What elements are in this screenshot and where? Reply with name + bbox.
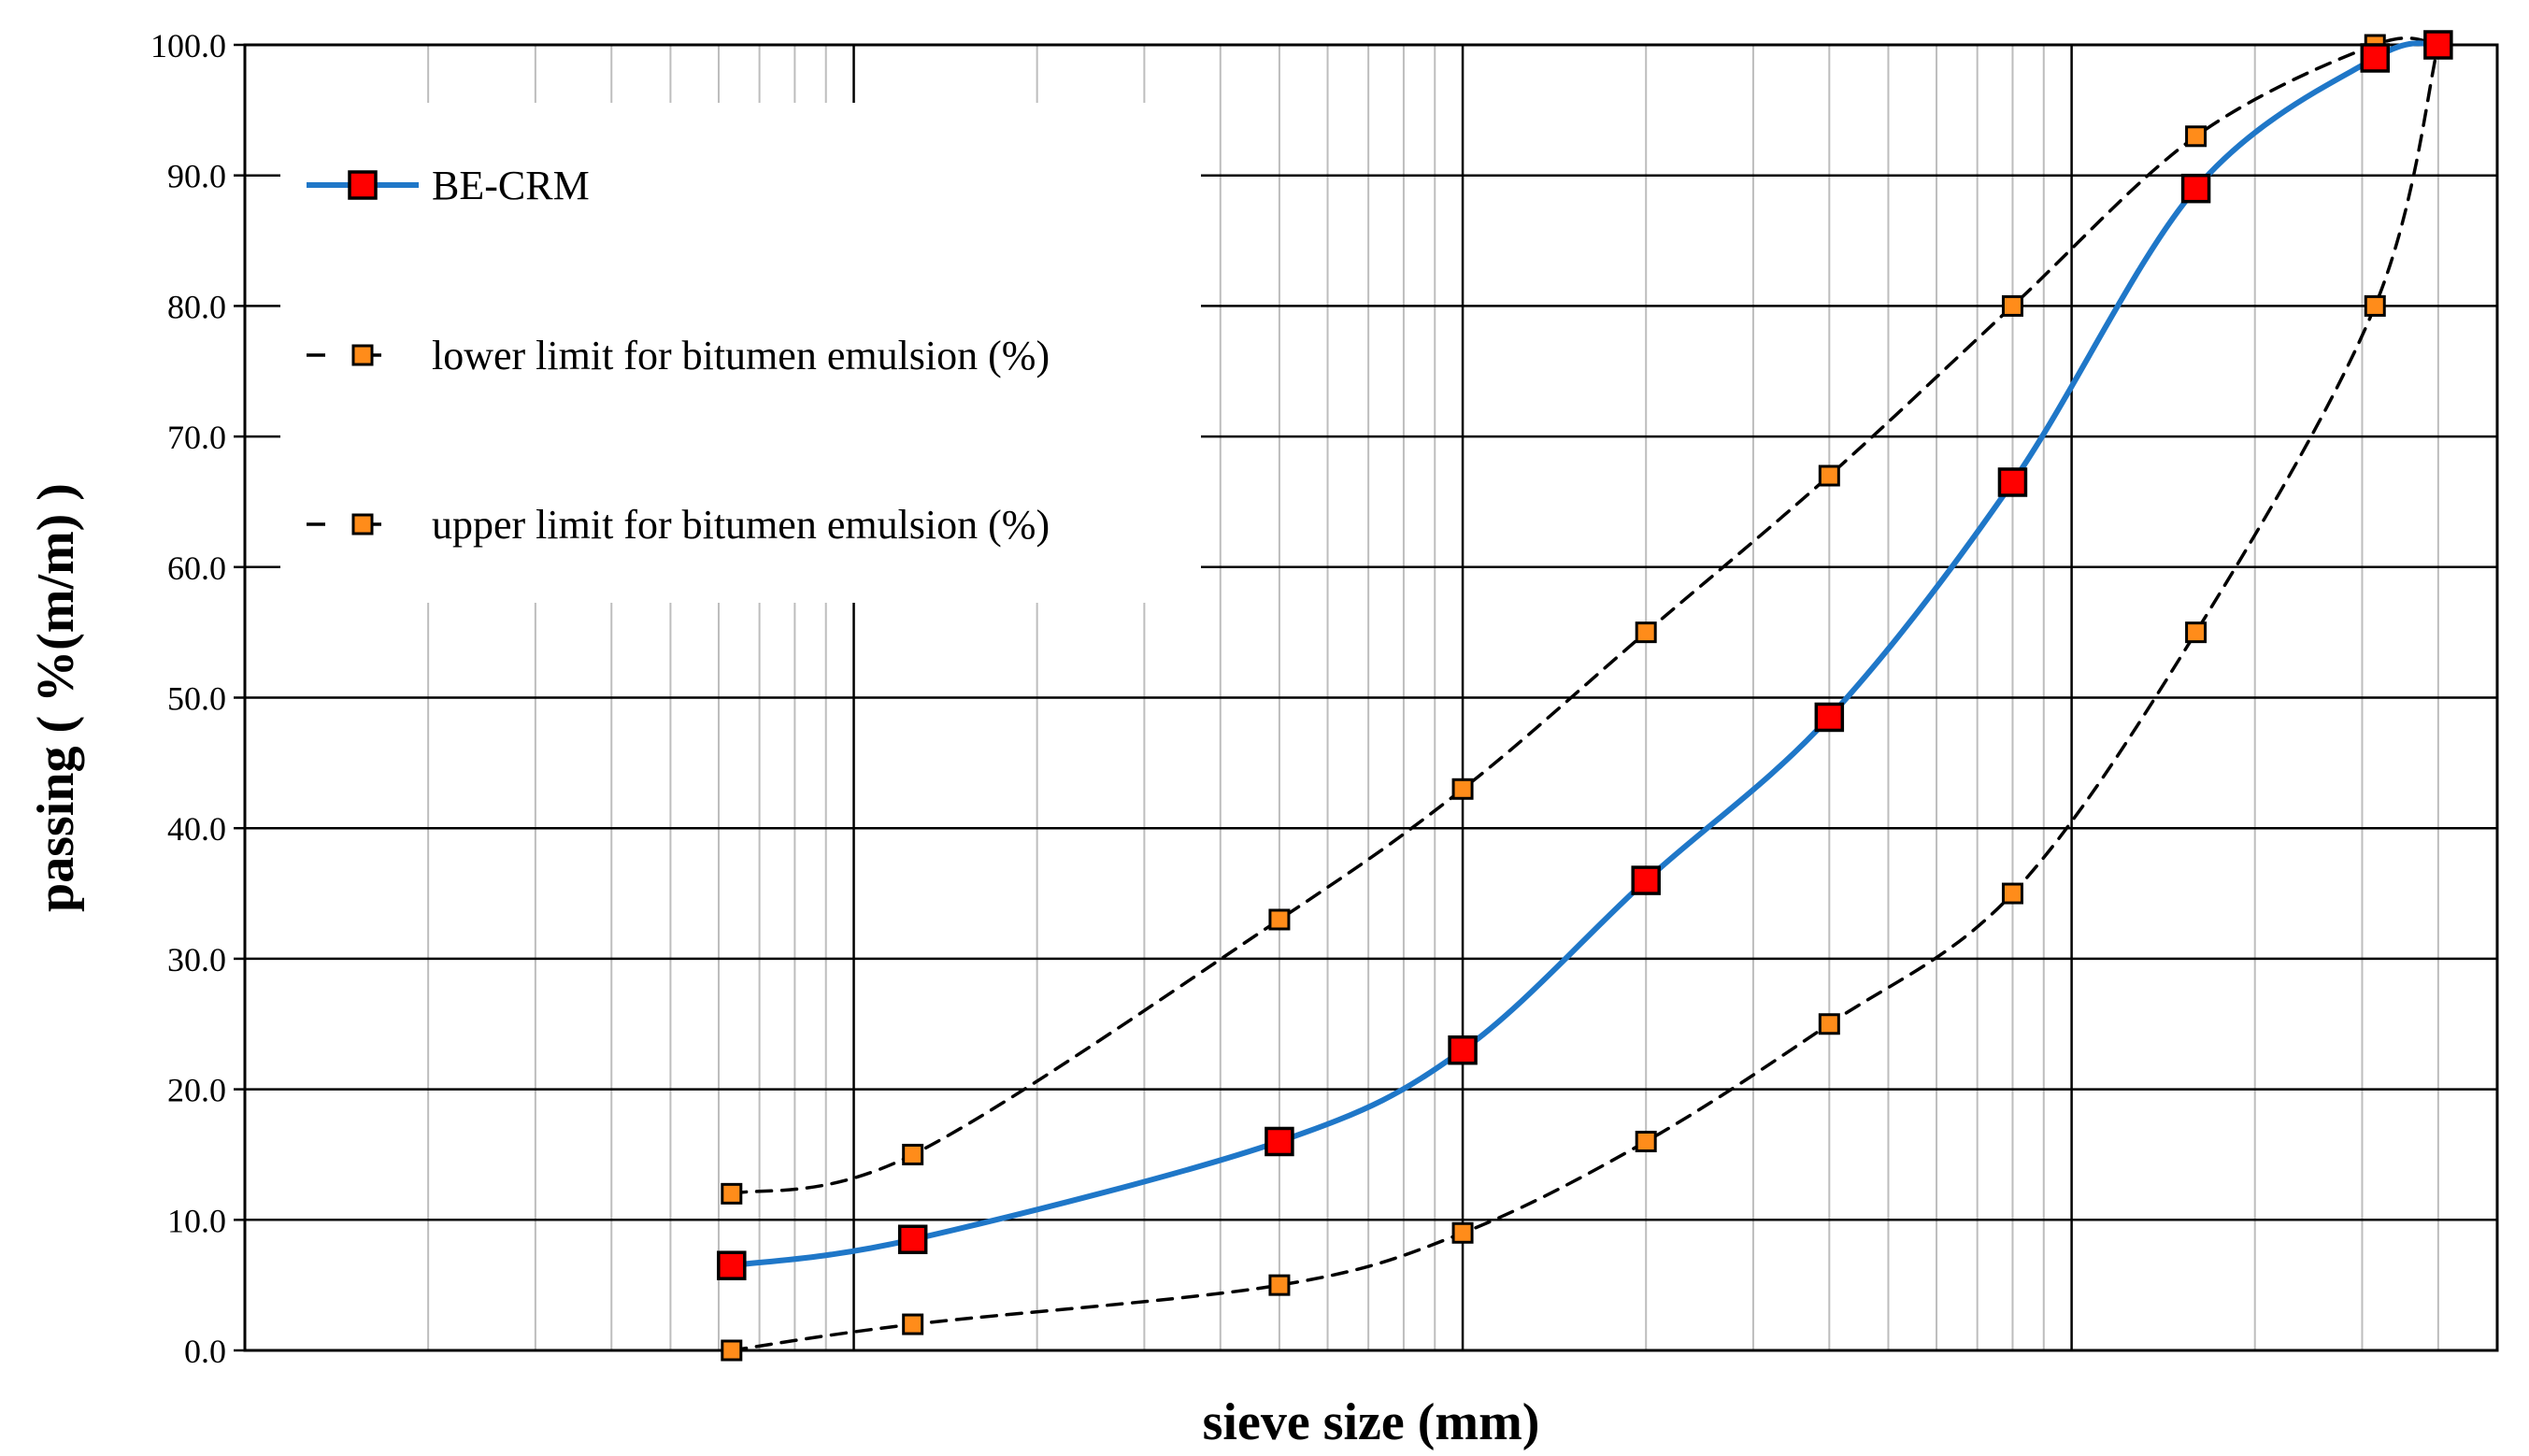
- y-axis-tick-labels: 0.0 10.0 20.0 30.0 40.0 50.0 60.0 70.0 80.0 90.0 1…: [150, 27, 226, 1370]
- series-1-marker: [1268, 1274, 1291, 1296]
- series-0-marker: [1997, 467, 2028, 497]
- series-1-marker: [2364, 294, 2386, 317]
- series-0-marker: [2423, 30, 2453, 60]
- y-tick-label: 60.0: [167, 550, 226, 587]
- series-2-marker: [2001, 294, 2023, 317]
- y-axis-title: passing ( %(m/m) ): [27, 483, 85, 912]
- legend-marker-1: [351, 344, 374, 366]
- y-tick-label: 80.0: [167, 288, 226, 325]
- y-tick-label: 0.0: [184, 1333, 226, 1370]
- series-0-marker: [1631, 865, 1661, 895]
- series-1-marker: [1451, 1221, 1474, 1244]
- series-2-marker: [902, 1143, 924, 1165]
- series-0-marker: [1448, 1035, 1478, 1065]
- series-2-marker: [2185, 125, 2208, 148]
- series-1-marker: [721, 1339, 743, 1362]
- series-0-marker: [717, 1250, 747, 1280]
- series-2-marker: [1635, 621, 1657, 644]
- y-tick-label: 50.0: [167, 680, 226, 718]
- series-1-marker: [1635, 1130, 1657, 1152]
- series-1-marker: [902, 1313, 924, 1335]
- y-tick-label: 10.0: [167, 1202, 226, 1239]
- series-0-marker: [1264, 1126, 1294, 1157]
- series-2-marker: [1268, 908, 1291, 931]
- series-2-marker: [1818, 464, 1840, 487]
- series-2-marker: [1451, 778, 1474, 800]
- legend: BE-CRM lower limit for bitumen emulsion (…: [280, 103, 1201, 603]
- series-0-marker: [2180, 173, 2211, 204]
- x-axis-title: sieve size (mm): [1203, 1393, 1540, 1451]
- series-2-marker: [721, 1182, 743, 1205]
- series-line-1: [730, 43, 2440, 1352]
- y-tick-label: 100.0: [150, 27, 226, 64]
- y-tick-label: 90.0: [167, 158, 226, 195]
- series-0-marker: [2360, 43, 2391, 73]
- series-markers: [717, 30, 2453, 1362]
- plot-border: [243, 43, 2499, 1352]
- series-1-marker: [2001, 882, 2023, 905]
- series-0-marker: [897, 1224, 928, 1255]
- series-1-marker: [1818, 1013, 1840, 1035]
- y-tick-label: 20.0: [167, 1072, 226, 1109]
- y-tick-label: 30.0: [167, 941, 226, 978]
- series-1-marker: [2185, 621, 2208, 644]
- legend-label-0: BE-CRM: [432, 163, 590, 208]
- plot-frame: [243, 43, 2499, 1352]
- legend-marker-2: [351, 513, 374, 535]
- legend-marker-0: [348, 170, 378, 200]
- legend-label-1: lower limit for bitumen emulsion (%): [432, 333, 1050, 378]
- legend-label-2: upper limit for bitumen emulsion (%): [432, 502, 1050, 548]
- y-tick-label: 40.0: [167, 810, 226, 848]
- series-0-marker: [1814, 702, 1845, 733]
- legend-box: [280, 103, 1201, 603]
- y-tick-label: 70.0: [167, 419, 226, 456]
